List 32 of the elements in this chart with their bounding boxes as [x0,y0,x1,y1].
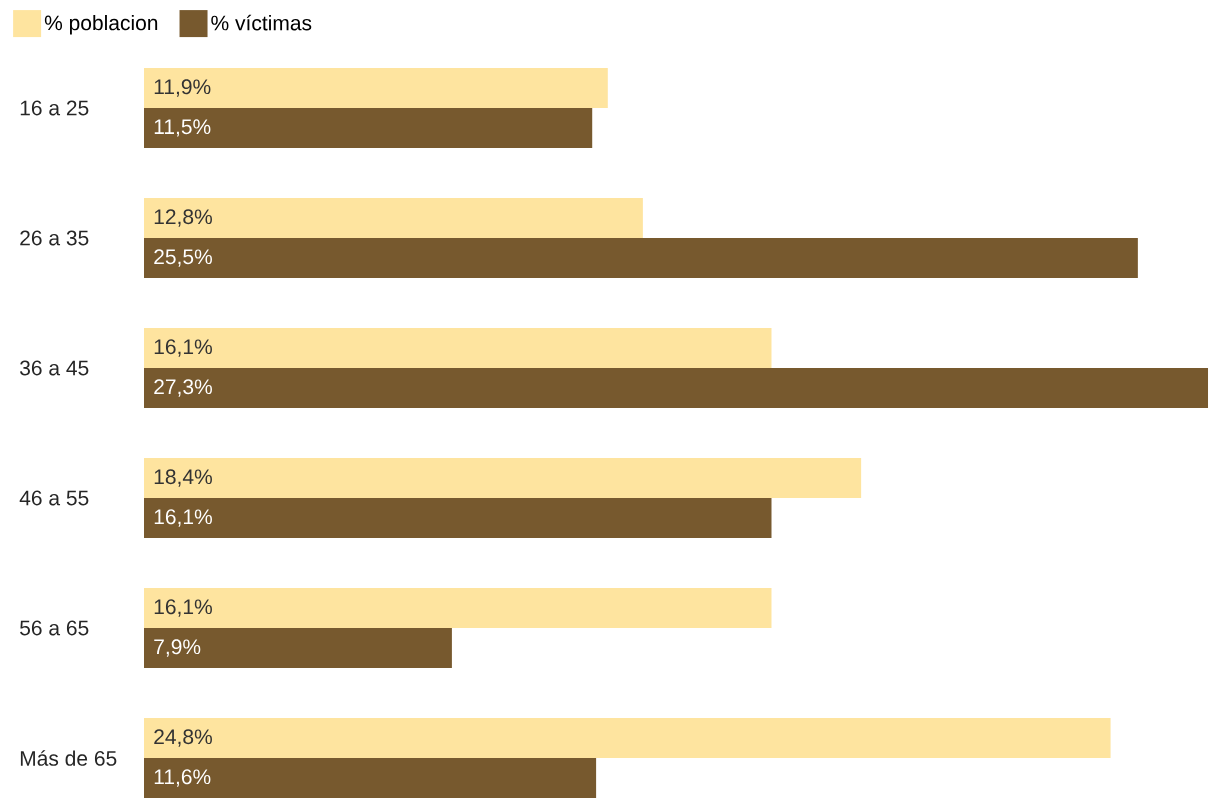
bar [144,458,862,498]
legend-label: % víctimas [211,14,312,31]
legend-label: % poblacion [44,14,158,35]
bar [144,368,1209,408]
data-label: 24,8% [154,729,212,747]
y-tick-label: 46 a 55 [19,490,89,506]
bar [144,628,452,668]
bar [144,718,1111,758]
y-tick-label: 16 a 25 [20,100,89,116]
data-label: 25,5% [154,249,212,267]
bar [144,107,593,148]
data-label: 16,1% [154,339,212,357]
data-label: 12,8% [154,209,212,227]
bar [144,197,643,238]
bar [144,588,772,628]
y-tick-label: 26 a 35 [20,230,89,246]
bar [144,498,772,538]
bar [144,758,597,798]
y-tick-label: Más de 65 [20,750,117,766]
y-tick-label: 56 a 65 [20,620,89,636]
data-label: 11,6% [154,769,211,787]
bar [144,328,772,368]
data-label: 16,1% [154,599,212,617]
bar [144,67,608,108]
data-label: 11,5% [154,119,211,137]
y-tick-label: 36 a 45 [19,360,89,376]
data-label: 18,4% [154,469,212,487]
bar [144,238,1138,278]
data-label: 11,9% [154,79,211,97]
data-label: 16,1% [154,509,212,527]
data-label: 27,3% [154,379,212,397]
data-label: 7,9% [154,639,201,657]
